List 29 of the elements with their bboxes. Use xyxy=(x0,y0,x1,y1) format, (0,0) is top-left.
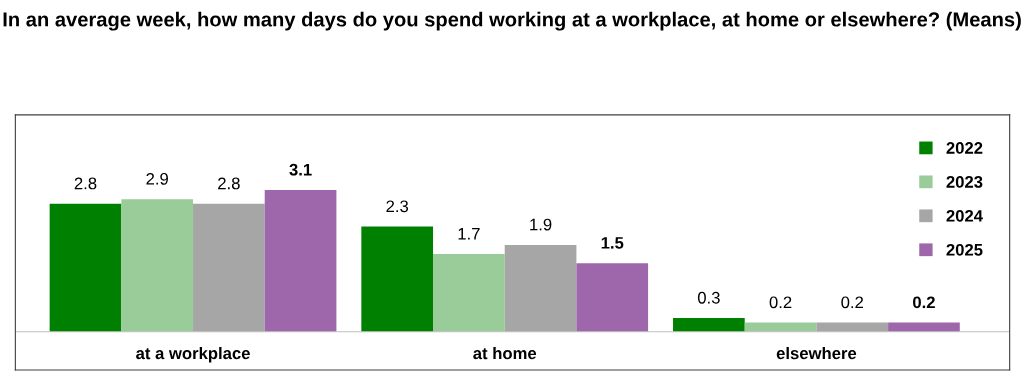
data-label: 2.9 xyxy=(146,172,168,185)
data-label: 1.5 xyxy=(601,237,624,249)
legend-label: 2024 xyxy=(946,209,983,222)
data-label: 2.3 xyxy=(386,200,409,213)
bar xyxy=(576,263,649,332)
bar xyxy=(121,199,194,332)
data-label: 0.2 xyxy=(841,296,864,309)
data-label: 0.2 xyxy=(769,296,792,309)
x-tick-label: elsewhere xyxy=(776,346,857,360)
bar xyxy=(49,203,122,332)
x-tick-label: at home xyxy=(473,346,537,360)
data-label: 3.1 xyxy=(289,163,312,176)
bar xyxy=(264,190,337,332)
bar xyxy=(361,226,434,332)
data-label: 0.2 xyxy=(913,296,935,309)
legend-label: 2023 xyxy=(946,176,983,188)
data-label: 0.3 xyxy=(697,291,720,304)
legend-label: 2022 xyxy=(946,142,983,154)
bar xyxy=(673,318,745,332)
bar xyxy=(433,254,505,332)
chart-title: In an average week, how many days do you spend working at a workplace, at home or elsewhere? (Means) xyxy=(3,11,1021,31)
legend-label: 2025 xyxy=(946,243,983,256)
data-label: 1.7 xyxy=(458,227,480,240)
bar xyxy=(193,203,265,332)
data-label: 2.8 xyxy=(74,177,97,190)
x-tick-label: at a workplace xyxy=(136,346,250,363)
data-label: 1.9 xyxy=(530,218,552,231)
data-label: 2.8 xyxy=(218,177,240,190)
bar xyxy=(504,244,577,332)
